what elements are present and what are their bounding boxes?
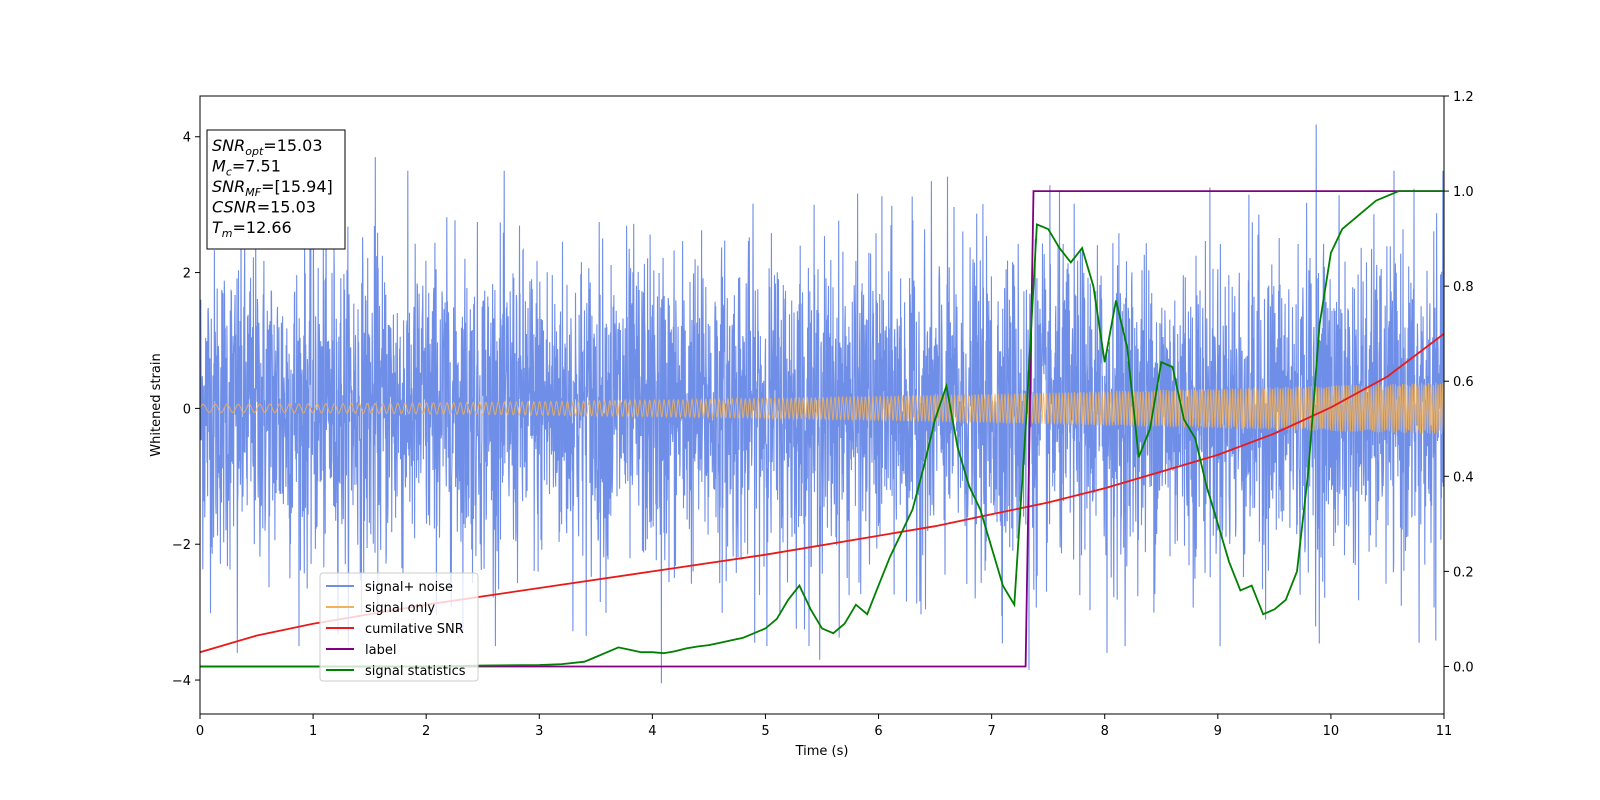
y-tick-label: 4	[183, 131, 191, 146]
y-tick-label: 0	[183, 402, 191, 417]
series-line-signal-only	[200, 382, 1444, 435]
annotation-line: SNRopt=15.03	[212, 136, 323, 158]
x-tick-label: 6	[874, 724, 882, 739]
y2-tick-label: 0.2	[1453, 565, 1474, 580]
y2-tick-label: 1.2	[1453, 90, 1474, 105]
x-tick-label: 10	[1323, 724, 1340, 739]
x-tick-label: 9	[1214, 724, 1222, 739]
y2-tick-label: 1.0	[1453, 185, 1474, 200]
legend: signal+ noise signal only cumilative SNR la…	[319, 572, 479, 682]
x-tick-label: 11	[1436, 724, 1453, 739]
series-line-signal-statistics	[200, 190, 1444, 668]
x-tick-label: 2	[422, 724, 430, 739]
axis-layer: 0 1 2 3 4 5 6 7 8 9 10 11 −4 −2 0 2 4 0.0 0.2 0.4 0.6 0.8 1.0 1…	[172, 90, 1474, 739]
x-axis-label: Time (s)	[795, 744, 849, 759]
annotation-frame	[206, 129, 346, 250]
y-tick-label: −2	[172, 538, 191, 553]
x-tick-label: 4	[648, 724, 656, 739]
y2-tick-label: 0.8	[1453, 280, 1474, 295]
legend-entry: signal+ noise	[365, 580, 453, 595]
annotation-line: Tm=12.66	[212, 218, 292, 240]
y-tick-label: −4	[172, 674, 191, 689]
x-tick-label: 7	[987, 724, 995, 739]
annotation-line: SNRMF=[15.94]	[212, 177, 333, 199]
x-tick-label: 3	[535, 724, 543, 739]
x-tick-label: 1	[309, 724, 317, 739]
legend-frame	[319, 572, 479, 682]
annotation-line: Mc=7.51	[212, 157, 281, 179]
legend-entry: signal statistics	[365, 664, 466, 679]
legend-entry: cumilative SNR	[365, 622, 464, 637]
y2-tick-label: 0.0	[1453, 660, 1474, 675]
y2-tick-label: 0.6	[1453, 375, 1474, 390]
legend-entry: label	[365, 643, 396, 658]
annotation-box: SNRopt=15.03Mc=7.51SNRMF=[15.94]CSNR=15.…	[206, 129, 346, 250]
x-tick-label: 0	[196, 724, 204, 739]
plot-frame	[199, 95, 1445, 715]
x-tick-label: 5	[761, 724, 769, 739]
y-tick-label: 2	[183, 267, 191, 282]
annotation-line: CSNR=15.03	[212, 198, 316, 217]
y-axis-label: Whitened strain	[149, 353, 164, 456]
y2-tick-label: 0.4	[1453, 470, 1474, 485]
x-tick-label: 8	[1101, 724, 1109, 739]
legend-entry: signal only	[365, 601, 435, 616]
series-line-label	[200, 190, 1444, 668]
